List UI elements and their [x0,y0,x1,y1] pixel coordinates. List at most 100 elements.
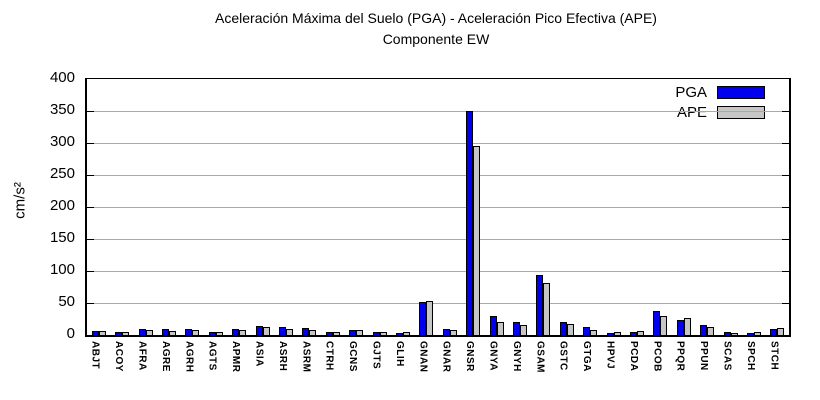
bar-ape-PCOB [660,316,667,335]
y-tick-label-300: 300 [49,133,75,150]
bar-ape-ASRM [309,330,316,335]
bar-pga-GSTC [560,322,567,335]
y-tick-label-350: 350 [49,101,75,118]
y-axis-title: cm/s² [11,182,29,219]
x-tick-label-GLIH: GLIH [393,341,405,367]
bar-pga-AGRH [185,329,192,335]
bar-ape-GNYH [520,325,527,335]
chart-title: Aceleración Máxima del Suelo (PGA) - Ace… [215,10,657,26]
y-tick-mark [87,110,94,112]
x-tick-label-GTGA: GTGA [581,341,593,372]
y-tick-mark [782,174,789,176]
gridline-150 [87,238,789,240]
bar-ape-AGTS [216,332,223,335]
bar-pga-SPCH [747,333,754,335]
x-tick-label-GSAM: GSAM [534,341,546,373]
legend-swatch-ape [717,106,765,119]
bar-pga-GNYA [490,316,497,335]
y-tick-label-150: 150 [49,229,75,246]
x-tick-label-GNAR: GNAR [440,341,452,373]
bar-ape-CTRH [333,332,340,335]
bar-pga-AGTS [209,332,216,335]
bar-pga-GNAR [443,329,450,335]
legend-label-ape: APE [676,104,707,121]
x-tick-label-PCDA: PCDA [627,341,639,372]
gridline-250 [87,174,789,176]
y-tick-mark [87,206,94,208]
y-tick-mark [87,174,94,176]
bar-ape-HPVJ [614,332,621,335]
bar-ape-SPCH [754,332,761,335]
x-tick-label-AGRH: AGRH [183,341,195,373]
legend-row-pga: PGA [669,84,765,101]
bar-ape-GNAR [450,330,457,335]
bar-pga-APMR [232,329,239,335]
legend-label-pga: PGA [675,84,707,101]
x-tick-label-ASRH: ASRH [276,341,288,372]
x-tick-label-STCH: STCH [768,341,780,371]
bar-ape-GJTS [380,332,387,335]
y-tick-mark [87,270,94,272]
x-tick-label-PCOB: PCOB [651,341,663,372]
y-tick-mark [87,302,94,304]
bar-pga-GNSR [466,111,473,335]
bar-ape-AGRE [169,331,176,335]
x-tick-label-GSTC: GSTC [557,341,569,371]
bar-pga-AGRE [162,329,169,335]
bar-pga-ACOY [115,332,122,335]
y-tick-label-400: 400 [49,69,75,86]
y-tick-mark [782,206,789,208]
x-tick-label-SPCH: SPCH [744,341,756,371]
x-tick-label-CTRH: CTRH [323,341,335,371]
legend-swatch-pga [717,86,765,99]
bar-pga-HPVJ [607,333,614,335]
x-tick-label-PPUN: PPUN [698,341,710,371]
bar-ape-AFRA [146,330,153,335]
bar-ape-ABJT [99,331,106,335]
plot-area: PGA APE [85,78,791,337]
bar-pga-GNYH [513,322,520,335]
bar-ape-ASRH [286,329,293,335]
x-tick-label-GNSR: GNSR [464,341,476,372]
gridline-300 [87,142,789,144]
bar-pga-AFRA [139,329,146,335]
y-tick-mark [87,142,94,144]
y-tick-mark [782,270,789,272]
bar-ape-APMR [239,330,246,335]
bar-pga-STCH [770,329,777,335]
bar-ape-PPUN [707,327,714,335]
chart-subtitle: Componente EW [382,31,490,47]
bar-ape-STCH [777,328,784,335]
bar-pga-ASIA [256,326,263,335]
x-tick-label-APMR: APMR [230,341,242,373]
x-tick-label-SCAS: SCAS [721,341,733,371]
bar-pga-PCDA [630,332,637,335]
gridline-100 [87,270,789,272]
x-tick-label-AFRA: AFRA [136,341,148,371]
bar-ape-GTGA [590,330,597,335]
x-tick-label-ASIA: ASIA [253,341,265,367]
gridline-350 [87,110,789,112]
bar-pga-GSAM [536,275,543,335]
y-tick-label-200: 200 [49,197,75,214]
bar-pga-PPUN [700,325,707,335]
bar-ape-GNAN [426,301,433,335]
y-tick-mark [87,238,94,240]
bar-ape-GSAM [543,283,550,335]
x-tick-label-GNYH: GNYH [510,341,522,372]
bar-ape-ACOY [122,332,129,335]
bar-pga-SCAS [724,332,731,335]
x-tick-label-HPVJ: HPVJ [604,341,616,370]
y-tick-mark [782,110,789,112]
y-tick-label-250: 250 [49,165,75,182]
bar-ape-PCDA [637,331,644,335]
x-tick-label-GCNS: GCNS [347,341,359,372]
y-tick-mark [782,142,789,144]
bar-pga-GCNS [349,330,356,335]
bar-ape-GNYA [497,322,504,335]
x-tick-label-ASRM: ASRM [300,341,312,373]
bar-pga-PCOB [653,311,660,335]
x-tick-label-PPQR: PPQR [674,341,686,372]
y-tick-label-100: 100 [49,261,75,278]
